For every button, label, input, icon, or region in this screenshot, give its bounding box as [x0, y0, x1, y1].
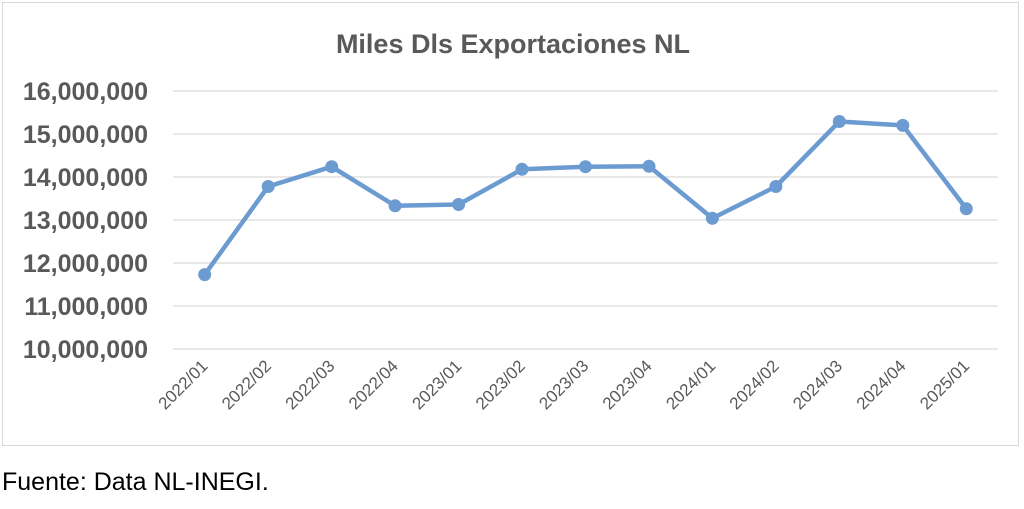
gridlines	[173, 90, 998, 350]
data-point	[261, 180, 275, 193]
data-point	[198, 268, 212, 282]
data-point	[705, 211, 719, 225]
x-tick-label: 2024/04	[853, 356, 910, 413]
y-tick-label: 14,000,000	[23, 164, 148, 192]
series-layer	[198, 115, 973, 282]
y-tick-label: 13,000,000	[23, 207, 148, 235]
data-point	[579, 160, 592, 174]
x-tick-label: 2022/03	[282, 356, 339, 413]
x-tick-label: 2025/01	[916, 356, 973, 413]
x-tick-label: 2023/04	[599, 356, 656, 413]
y-tick-label: 11,000,000	[24, 293, 148, 321]
y-tick-label: 10,000,000	[23, 336, 148, 364]
x-tick-label: 2024/02	[726, 356, 783, 413]
x-tick-label: 2022/04	[345, 356, 402, 413]
x-tick-label: 2024/01	[662, 356, 719, 413]
data-point	[896, 118, 910, 132]
y-tick-label: 12,000,000	[23, 250, 148, 278]
data-point	[959, 202, 973, 216]
x-tick-label: 2022/01	[155, 356, 212, 413]
series-line	[202, 119, 969, 277]
chart-frame: Miles Dls Exportaciones NL 16,000,000 15,…	[2, 2, 1019, 446]
x-tick-label: 2023/01	[409, 356, 466, 413]
data-point	[388, 199, 402, 213]
x-tick-label: 2023/02	[472, 356, 529, 413]
y-tick-label: 16,000,000	[23, 78, 148, 106]
x-tick-label: 2024/03	[789, 356, 846, 413]
data-point	[515, 162, 529, 176]
y-axis-labels: 16,000,000 15,000,000 14,000,000 13,000,000…	[23, 78, 148, 364]
x-axis-labels: 2022/01 2022/02 2022/03 2022/04 2023/01 2023/…	[155, 356, 973, 413]
y-tick-label: 15,000,000	[23, 121, 148, 149]
chart-title: Miles Dls Exportaciones NL	[336, 29, 690, 59]
data-point	[452, 198, 466, 211]
data-point	[769, 180, 783, 193]
x-tick-label: 2023/03	[535, 356, 592, 413]
line-chart: Miles Dls Exportaciones NL 16,000,000 15,…	[23, 29, 998, 413]
data-point	[325, 160, 339, 174]
x-tick-label: 2022/02	[218, 356, 275, 413]
data-point	[832, 115, 846, 128]
source-note: Fuente: Data NL-INEGI.	[2, 468, 269, 496]
data-point	[642, 159, 656, 173]
